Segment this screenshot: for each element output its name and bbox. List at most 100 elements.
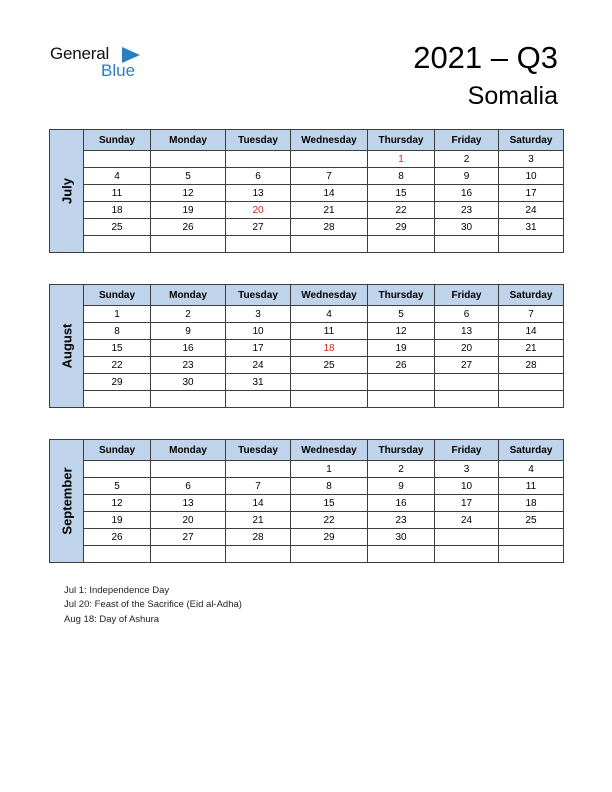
day-cell: 28	[290, 218, 368, 236]
day-cell: 10	[225, 322, 291, 340]
day-cell: 2	[434, 150, 499, 168]
month-table: August Sunday Monday Tuesday Wednesday Thursd…	[49, 284, 564, 408]
day-cell: 15	[367, 184, 435, 202]
day-cell	[290, 390, 368, 408]
weekday-header: Friday	[434, 284, 499, 306]
day-cell: 6	[150, 477, 226, 495]
holiday-note: Aug 18: Day of Ashura	[64, 613, 160, 625]
day-cell	[290, 545, 368, 563]
weekday-header: Thursday	[367, 284, 435, 306]
weekday-header: Sunday	[83, 129, 151, 151]
week-row: 22 23 24 25 26 27 28	[50, 356, 564, 374]
day-cell	[367, 545, 435, 563]
week-row: 8 9 10 11 12 13 14	[50, 322, 564, 340]
day-cell	[225, 150, 291, 168]
day-cell	[498, 390, 564, 408]
weekday-header: Saturday	[498, 284, 564, 306]
day-cell: 28	[498, 356, 564, 374]
weekday-header: Friday	[434, 439, 499, 461]
day-cell: 11	[290, 322, 368, 340]
day-cell: 20	[225, 201, 291, 219]
day-cell: 24	[498, 201, 564, 219]
day-cell	[498, 545, 564, 563]
holiday-notes: Jul 1: Independence Day Jul 20: Feast of…	[64, 584, 242, 627]
day-cell: 15	[290, 494, 368, 512]
day-cell: 16	[367, 494, 435, 512]
day-cell: 12	[83, 494, 151, 512]
day-cell	[367, 390, 435, 408]
day-cell: 20	[150, 511, 226, 529]
generalblue-logo: General Blue	[50, 44, 160, 84]
week-row: 18 19 20 21 22 23 24	[50, 201, 564, 219]
day-cell: 14	[290, 184, 368, 202]
day-cell: 26	[83, 528, 151, 546]
day-cell: 22	[367, 201, 435, 219]
day-cell: 4	[498, 460, 564, 478]
holiday-note: Jul 1: Independence Day	[64, 585, 170, 596]
day-cell	[434, 390, 499, 408]
day-cell: 5	[367, 305, 435, 323]
day-cell: 14	[498, 322, 564, 340]
day-cell: 6	[434, 305, 499, 323]
day-cell: 11	[498, 477, 564, 495]
day-cell: 31	[225, 373, 291, 391]
week-row: 15 16 17 18 19 20 21	[50, 339, 564, 357]
month-label-cell: August	[49, 284, 84, 408]
weekday-header: Tuesday	[225, 439, 291, 461]
month-calendar-august: August Sunday Monday Tuesday Wednesday Thursd…	[49, 284, 564, 408]
day-cell: 7	[498, 305, 564, 323]
day-cell	[83, 390, 151, 408]
day-cell: 30	[150, 373, 226, 391]
day-cell: 1	[367, 150, 435, 168]
day-cell: 14	[225, 494, 291, 512]
week-row: 29 30 31	[50, 373, 564, 391]
weekday-header: Wednesday	[290, 439, 368, 461]
week-row: 12 13 14 15 16 17 18	[50, 494, 564, 512]
day-cell: 9	[150, 322, 226, 340]
day-cell: 10	[434, 477, 499, 495]
day-cell: 9	[434, 167, 499, 185]
weekday-header: Thursday	[367, 129, 435, 151]
day-cell	[225, 235, 291, 253]
country-name: Somalia	[467, 82, 558, 110]
day-cell	[150, 150, 226, 168]
day-cell	[225, 545, 291, 563]
day-cell: 5	[150, 167, 226, 185]
weekday-header: Thursday	[367, 439, 435, 461]
weekday-header: Wednesday	[290, 129, 368, 151]
day-cell: 12	[150, 184, 226, 202]
day-cell	[150, 390, 226, 408]
month-calendar-september: September Sunday Monday Tuesday Wednesday Thu…	[49, 439, 564, 563]
day-cell: 30	[434, 218, 499, 236]
logo-text-general: General	[50, 44, 110, 63]
day-cell: 21	[498, 339, 564, 357]
day-cell	[498, 528, 564, 546]
day-cell: 17	[225, 339, 291, 357]
weekday-header: Saturday	[498, 129, 564, 151]
month-name: August	[59, 323, 74, 369]
day-cell: 3	[434, 460, 499, 478]
day-cell	[150, 460, 226, 478]
day-cell: 7	[225, 477, 291, 495]
day-cell: 22	[83, 356, 151, 374]
day-cell: 13	[434, 322, 499, 340]
day-cell	[83, 235, 151, 253]
page-title: 2021 – Q3	[413, 40, 558, 75]
day-cell: 11	[83, 184, 151, 202]
week-row: 25 26 27 28 29 30 31	[50, 218, 564, 236]
day-cell: 21	[225, 511, 291, 529]
day-cell: 1	[83, 305, 151, 323]
day-cell: 18	[83, 201, 151, 219]
day-cell	[290, 150, 368, 168]
logo-triangle-icon	[122, 47, 140, 63]
logo-text-blue: Blue	[101, 61, 136, 80]
day-cell: 28	[225, 528, 291, 546]
day-cell: 27	[434, 356, 499, 374]
weekday-header: Monday	[150, 284, 226, 306]
weekday-header: Tuesday	[225, 284, 291, 306]
day-cell: 19	[367, 339, 435, 357]
week-row: 11 12 13 14 15 16 17	[50, 184, 564, 202]
day-cell: 10	[498, 167, 564, 185]
